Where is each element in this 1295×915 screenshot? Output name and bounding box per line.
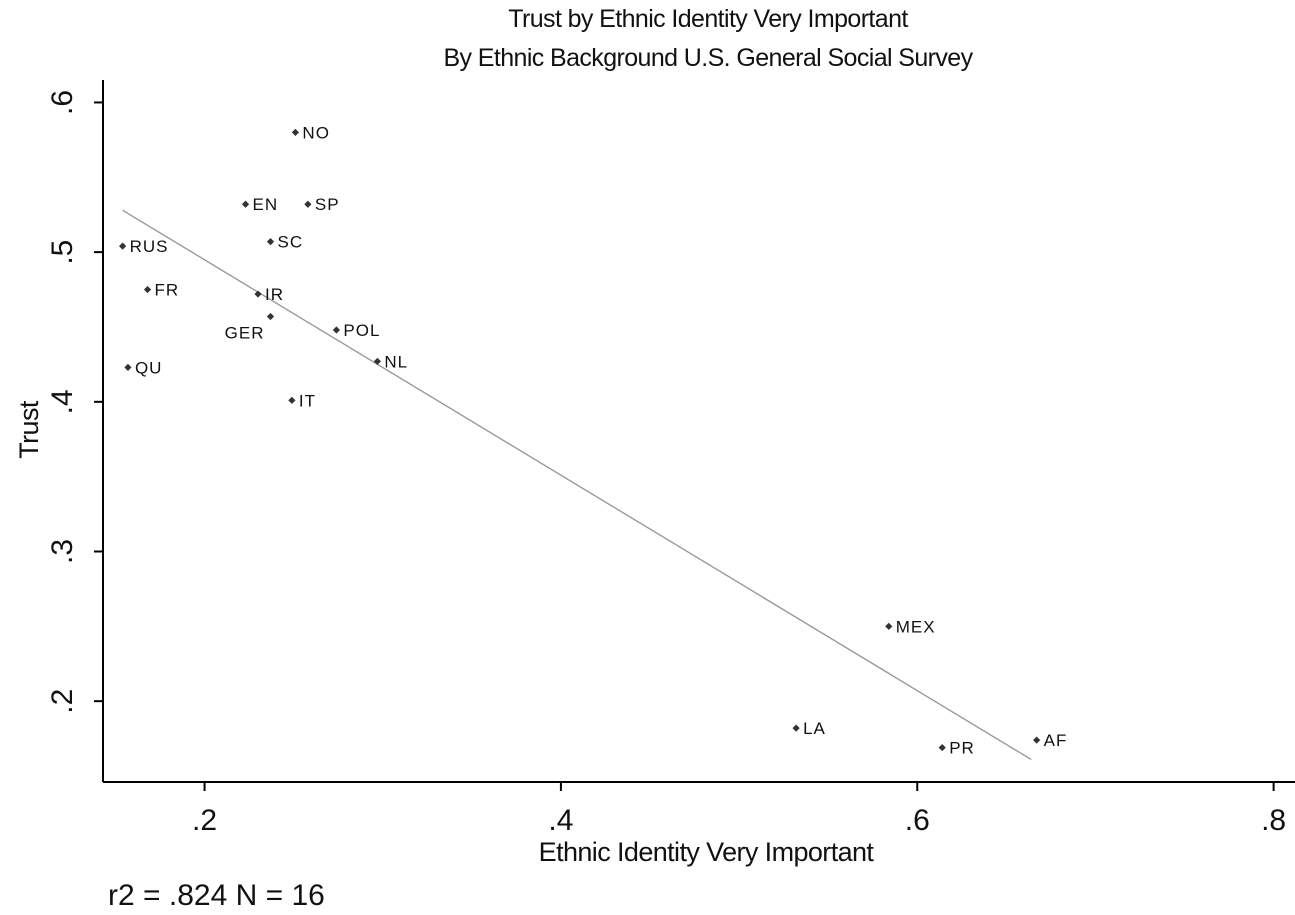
x-tick-label: .6 <box>905 804 930 837</box>
data-point-marker <box>288 396 296 404</box>
data-point-marker <box>124 363 132 371</box>
data-point-marker <box>143 285 152 294</box>
chart-title: Trust by Ethnic Identity Very Important <box>508 5 908 33</box>
data-point-label: NL <box>384 352 408 371</box>
y-ticks: .2 .3 .4 .5 .6 <box>46 90 103 714</box>
data-point-marker <box>241 200 250 208</box>
regression-fit-line <box>122 209 1032 761</box>
data-point-label: SP <box>315 195 340 214</box>
data-point-group: IR <box>254 285 284 304</box>
axes <box>102 80 1295 783</box>
y-tick-label: .4 <box>46 389 79 414</box>
data-point-label: MEX <box>896 617 936 636</box>
data-point-group: RUS <box>118 237 169 256</box>
fit-line-layer <box>122 209 1032 761</box>
data-point-label: IT <box>299 391 316 410</box>
data-point-label: EN <box>253 195 279 214</box>
y-tick-label: .5 <box>46 240 79 265</box>
data-point-label: FR <box>155 281 180 300</box>
data-point-label: SC <box>277 233 303 252</box>
data-point-label: LA <box>803 719 826 738</box>
data-point-label: POL <box>343 321 380 340</box>
data-point-label: QU <box>135 358 163 377</box>
data-point-group: SP <box>304 195 339 214</box>
data-point-label: PR <box>949 739 975 758</box>
data-point-marker <box>266 312 275 321</box>
data-point-group: IT <box>288 391 316 410</box>
data-point-marker <box>254 290 262 298</box>
data-point-marker <box>304 200 312 208</box>
y-tick-label: .2 <box>46 689 79 714</box>
y-tick-label: .3 <box>46 539 79 564</box>
data-point-marker <box>792 724 800 732</box>
y-tick-label: .6 <box>46 90 79 115</box>
data-point-marker <box>1033 736 1041 744</box>
data-point-group: FR <box>143 281 180 300</box>
x-tick-label: .2 <box>192 804 217 837</box>
chart-subtitle: By Ethnic Background U.S. General Social… <box>443 44 973 72</box>
data-point-marker <box>373 357 381 365</box>
data-point-group: SC <box>266 233 303 252</box>
data-point-group: MEX <box>885 617 935 636</box>
data-point-label: RUS <box>130 237 169 256</box>
x-tick-label: .4 <box>548 804 573 837</box>
title-group: Trust by Ethnic Identity Very Important … <box>443 5 974 72</box>
data-point-label: NO <box>302 123 330 142</box>
data-point-marker <box>291 128 300 136</box>
data-point-group: AF <box>1033 731 1068 750</box>
data-point-group: PR <box>938 739 975 758</box>
x-ticks: .2 .4 .6 .8 <box>192 782 1286 837</box>
data-point-marker <box>885 622 893 630</box>
data-point-group: NL <box>373 352 408 371</box>
data-point-label: GER <box>225 323 265 342</box>
data-point-group: EN <box>241 195 279 214</box>
data-point-marker <box>266 238 275 246</box>
data-point-group: NO <box>291 123 330 142</box>
data-point-marker <box>938 743 946 752</box>
data-point-group: POL <box>332 321 380 340</box>
y-axis-label: Trust <box>14 400 44 459</box>
data-point-label: IR <box>265 285 284 304</box>
fit-statistics-note: r2 = .824 N = 16 <box>108 879 325 912</box>
data-point-marker <box>332 326 341 334</box>
data-point-group: GER <box>225 312 275 342</box>
data-point-marker <box>118 242 127 250</box>
data-point-group: LA <box>792 719 826 738</box>
data-point-label: AF <box>1044 731 1068 750</box>
x-tick-label: .8 <box>1261 804 1286 837</box>
x-axis-label: Ethnic Identity Very Important <box>539 837 875 867</box>
data-point-group: QU <box>124 358 163 377</box>
